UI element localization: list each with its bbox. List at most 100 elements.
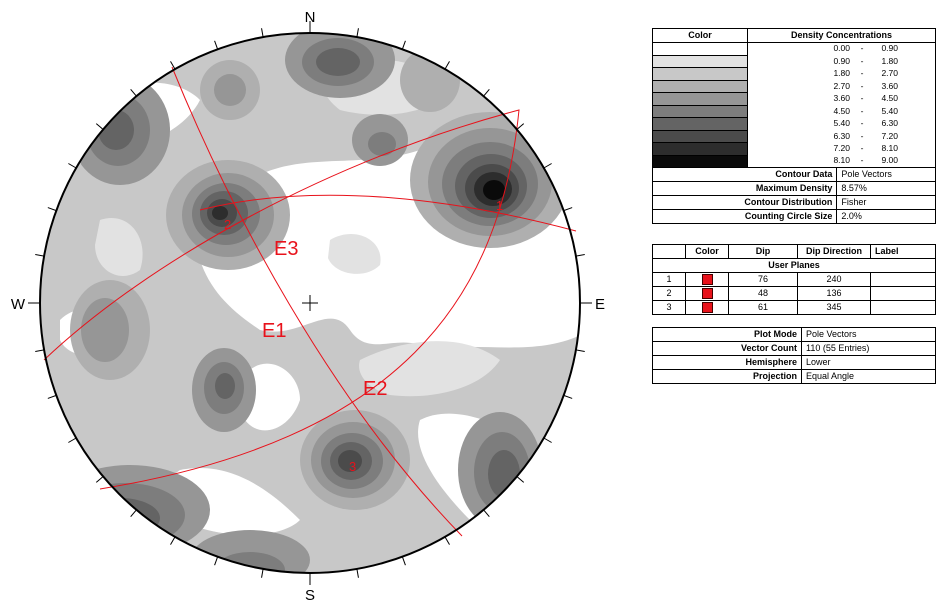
legend-range: 4.50- 5.40	[747, 105, 936, 118]
legend-range-sep: -	[860, 80, 864, 91]
azimuth-tick	[444, 61, 450, 70]
legend-range-sep: -	[860, 93, 864, 103]
azimuth-tick	[543, 437, 552, 443]
legend-range-lo: 6.30	[833, 130, 850, 141]
centre-cross	[302, 295, 318, 311]
legend-range-lo: 1.80	[833, 68, 850, 78]
legend-swatch	[652, 117, 748, 131]
legend-swatch	[652, 79, 748, 93]
plane-label-e2: E2	[363, 378, 387, 400]
plane-id: 2	[652, 286, 686, 301]
planes-section-title: User Planes	[652, 258, 936, 273]
plane-trace-e1	[171, 66, 463, 537]
legend-range-lo: 0.90	[833, 55, 850, 66]
azimuth-tick	[214, 40, 219, 50]
ticks	[28, 21, 592, 585]
legend-range: 1.80- 2.70	[747, 67, 936, 80]
hemisphere-label: Hemisphere	[652, 355, 802, 370]
plane-dip-direction: 136	[797, 286, 871, 301]
azimuth-tick	[130, 88, 137, 97]
legend-range-lo: 3.60	[833, 93, 850, 103]
plane-label	[870, 300, 936, 315]
legend-header-density: Density Concentrations	[747, 28, 936, 43]
plane-dip-direction: 345	[797, 300, 871, 315]
plane-label-e1: E1	[262, 320, 286, 342]
azimuth-tick	[47, 394, 57, 399]
projection-value: Equal Angle	[801, 369, 936, 384]
legend-range-sep: -	[860, 143, 864, 153]
legend-swatch	[652, 104, 748, 118]
compass-south: S	[305, 587, 315, 604]
legend-swatch	[652, 154, 748, 168]
legend-range: 0.90- 1.80	[747, 55, 936, 68]
azimuth-tick	[170, 536, 176, 545]
azimuth-tick	[563, 394, 573, 399]
azimuth-tick	[95, 123, 104, 130]
legend-range-row: 1.80- 2.70	[652, 67, 936, 81]
max-density-label: Maximum Density	[651, 181, 838, 196]
legend-range-hi: 6.30	[881, 118, 898, 128]
legend-swatch	[652, 142, 748, 156]
legend-range-row: 3.60- 4.50	[652, 92, 936, 106]
legend-range-lo: 7.20	[833, 143, 850, 153]
azimuth-tick	[214, 556, 219, 566]
legend-ranges: 0.00-0.90 0.90-1.80 1.80-2.70 2.70-3.60 3.60…	[652, 42, 936, 168]
legend-header-color: Color	[652, 28, 748, 43]
plane-traces	[43, 66, 577, 537]
legend-range-sep: -	[860, 68, 864, 78]
pole-label-3: 3	[349, 459, 356, 474]
legend-range: 0.00- 0.90	[747, 42, 936, 55]
contour-data-value: Pole Vectors	[836, 167, 936, 182]
compass-west: W	[11, 296, 26, 313]
legend-swatch	[652, 129, 748, 143]
cluster-3	[300, 410, 410, 510]
plane-row: 1 76 240	[652, 272, 936, 287]
plane-color	[685, 272, 729, 287]
plane-color	[685, 300, 729, 315]
legend-range-hi: 0.90	[881, 43, 898, 54]
plane-id: 1	[652, 272, 686, 287]
legend-range-sep: -	[860, 43, 864, 54]
azimuth-tick	[130, 509, 137, 518]
plane-row: 2 48 136	[652, 286, 936, 301]
azimuth-tick	[575, 254, 585, 257]
legend-range-row: 7.20- 8.10	[652, 142, 936, 156]
azimuth-tick	[401, 556, 406, 566]
legend-range-lo: 8.10	[833, 155, 850, 166]
azimuth-tick	[483, 509, 490, 518]
planes-header-color: Color	[685, 244, 729, 259]
legend-range-sep: -	[860, 118, 864, 128]
azimuth-tick	[35, 349, 45, 352]
legend-range-lo: 2.70	[833, 80, 850, 91]
azimuth-tick	[47, 207, 57, 212]
legend-range: 2.70- 3.60	[747, 80, 936, 93]
azimuth-tick	[170, 61, 176, 70]
legend-range-hi: 2.70	[881, 68, 898, 78]
vector-count-value: 110 (55 Entries)	[801, 341, 936, 356]
legend-range-row: 0.90- 1.80	[652, 54, 936, 68]
contour-distribution-value: Fisher	[836, 195, 936, 210]
legend-swatch	[652, 42, 748, 56]
legend-range: 3.60- 4.50	[747, 92, 936, 105]
projection-label: Projection	[652, 369, 802, 384]
plane-dip: 76	[728, 272, 798, 287]
legend-range-row: 4.50- 5.40	[652, 104, 936, 118]
azimuth-tick	[401, 40, 406, 50]
legend-swatch	[652, 67, 748, 81]
counting-circle-value: 2.0%	[836, 209, 936, 224]
legend-range-hi: 8.10	[881, 143, 898, 153]
legend-range-row: 2.70- 3.60	[652, 79, 936, 93]
legend-swatch	[652, 92, 748, 106]
azimuth-tick	[35, 254, 45, 257]
compass-north: N	[305, 9, 316, 26]
azimuth-tick	[261, 28, 264, 38]
user-planes-table: Color Dip Dip Direction Label User Plane…	[652, 244, 936, 315]
pole-label-2: 2	[224, 217, 231, 232]
plot-info-table: Plot Mode Pole Vectors Vector Count 110 …	[652, 327, 936, 384]
plane-rows: 1 76 240 2 48 136 3 61 345	[652, 272, 936, 315]
legend-range: 5.40- 6.30	[747, 117, 936, 130]
azimuth-tick	[543, 163, 552, 169]
legend-range: 7.20- 8.10	[747, 142, 936, 155]
plane-color-swatch	[701, 288, 713, 300]
legend-range-sep: -	[860, 55, 864, 66]
